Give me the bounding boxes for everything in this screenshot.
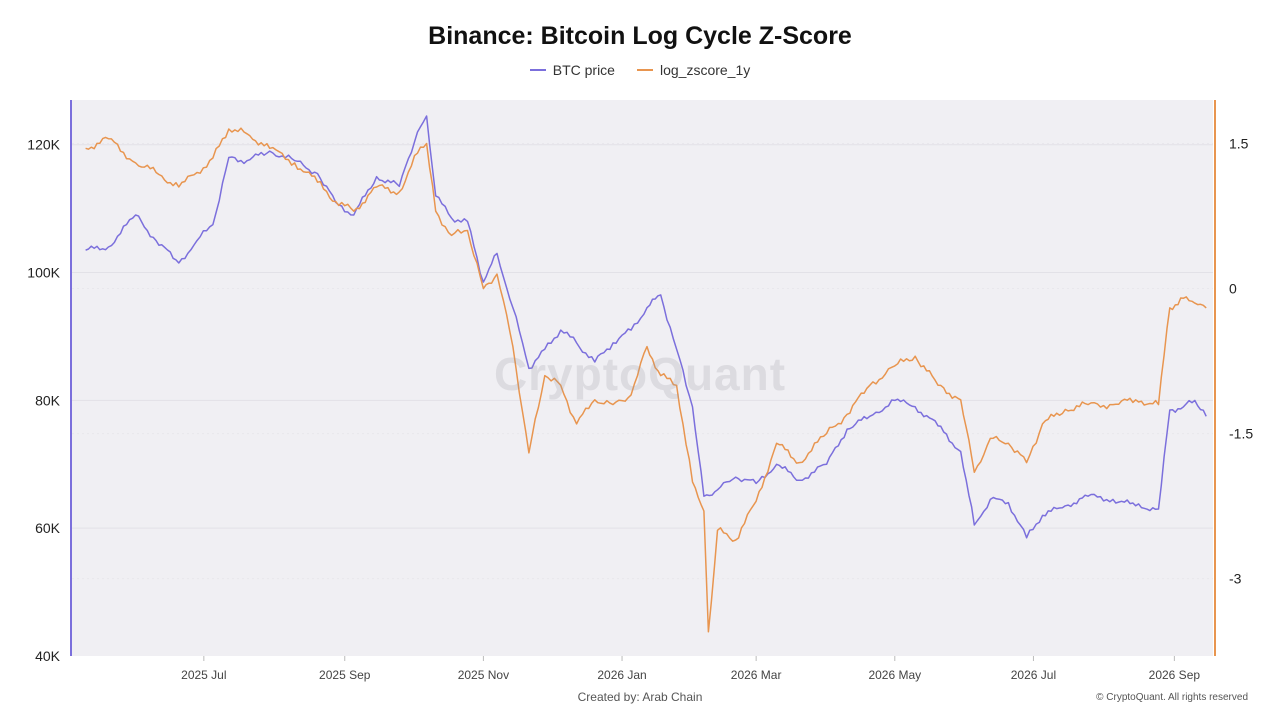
x-tick-label: 2026 Sep [1149, 668, 1201, 682]
x-tick-label: 2025 Sep [319, 668, 371, 682]
y-left-tick-label: 80K [35, 392, 61, 408]
y-right-tick-labels: 1.5 0 -1.5 -3 [1229, 136, 1253, 587]
x-tick-label: 2026 May [868, 668, 921, 682]
x-tick-label: 2026 Mar [731, 668, 782, 682]
legend-swatch-log-zscore [636, 69, 653, 71]
plot-area[interactable] [72, 100, 1213, 656]
y-right-tick-label: -3 [1229, 571, 1242, 587]
y-right-tick-label: -1.5 [1229, 426, 1253, 442]
legend-item-btc-price[interactable]: BTC price [529, 62, 615, 78]
footer-copyright: © CryptoQuant. All rights reserved [1096, 692, 1248, 703]
y-right-tick-label: 1.5 [1229, 136, 1249, 152]
chart-title: Binance: Bitcoin Log Cycle Z-Score [428, 22, 852, 50]
legend-label-log-zscore: log_zscore_1y [659, 62, 751, 78]
y-left-tick-label: 40K [35, 648, 61, 664]
legend-item-log-zscore[interactable]: log_zscore_1y [636, 62, 751, 78]
series-line-btc-price[interactable] [85, 115, 1207, 539]
y-left-tick-label: 120K [27, 137, 60, 153]
y-left-tick-label: 60K [35, 520, 61, 536]
legend-label-btc-price: BTC price [552, 62, 615, 78]
x-tick-labels: 2025 Jul 2025 Sep 2025 Nov 2026 Jan 2026 Mar… [181, 656, 1200, 682]
y-left-tick-labels: 40K 60K 80K 100K 120K [27, 137, 60, 664]
x-tick-label: 2026 Jan [597, 668, 646, 682]
x-tick-label: 2026 Jul [1011, 668, 1056, 682]
y-right-tick-label: 0 [1229, 281, 1237, 297]
footer-creator: Created by: Arab Chain [577, 690, 703, 704]
x-tick-label: 2025 Nov [458, 668, 509, 682]
series-layer [85, 115, 1207, 633]
series-line-log-zscore[interactable] [85, 127, 1207, 633]
y-left-tick-label: 100K [27, 265, 60, 281]
legend-swatch-btc-price [529, 69, 546, 71]
chart-legend: BTC price log_zscore_1y [0, 62, 1280, 78]
x-tick-label: 2025 Jul [181, 668, 226, 682]
